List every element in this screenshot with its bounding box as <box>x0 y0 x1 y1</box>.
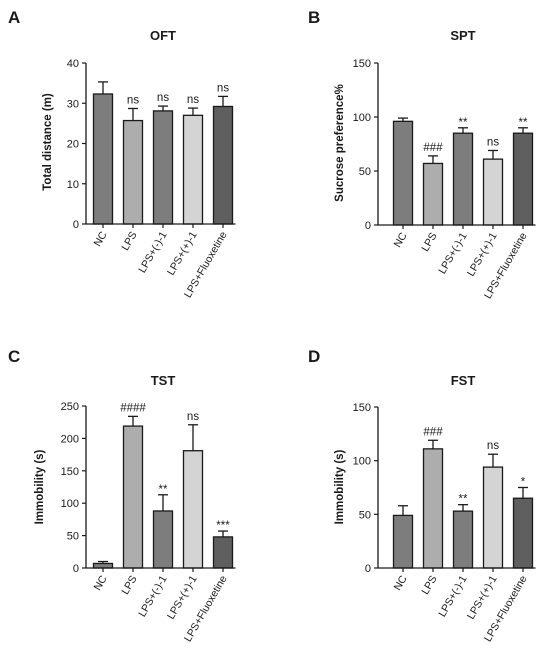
bar <box>92 562 114 569</box>
x-tick-label: LPS <box>119 230 139 253</box>
significance-label: ### <box>423 142 443 154</box>
chart-title: TST <box>151 373 176 388</box>
x-tick-label: LPS <box>419 231 439 254</box>
y-tick-label: 20 <box>67 139 79 151</box>
y-tick-label: 150 <box>353 58 371 70</box>
x-tick-label: LPS+(+)-1 <box>465 230 500 278</box>
y-tick-label: 150 <box>353 402 371 414</box>
chart-title: SPT <box>450 28 475 43</box>
significance-label: #### <box>120 402 146 414</box>
significance-label: ** <box>159 484 168 496</box>
chart-title: FST <box>451 373 476 388</box>
bar <box>482 158 504 226</box>
x-tick-label: NC <box>92 229 110 248</box>
significance-label: ns <box>157 92 169 104</box>
x-tick-label: LPS <box>419 574 439 597</box>
panel-letter: A <box>8 8 20 27</box>
panel-letter: C <box>8 347 20 366</box>
significance-label: * <box>521 477 526 489</box>
significance-label: ### <box>423 426 443 438</box>
bar <box>122 425 144 569</box>
bar <box>392 514 414 569</box>
y-tick-label: 0 <box>365 220 371 232</box>
significance-label: ** <box>459 494 468 506</box>
x-tick-label: LPS+(-)-1 <box>136 573 169 619</box>
panel-letter: D <box>308 347 320 366</box>
significance-label: ns <box>127 94 139 106</box>
panel-tst: C TST Immobility (s) NC #### LPS ** LPS+(-)-… <box>8 347 236 644</box>
x-tick-label: NC <box>392 230 410 249</box>
chart-title: OFT <box>150 28 176 43</box>
significance-label: ns <box>187 411 199 423</box>
bar <box>92 93 114 225</box>
bar <box>152 510 174 569</box>
significance-label: ns <box>487 440 499 452</box>
bar <box>392 120 414 226</box>
y-tick-label: 250 <box>61 401 79 413</box>
x-tick-label: LPS+(-)-1 <box>136 229 169 275</box>
significance-label: *** <box>216 520 230 532</box>
x-tick-label: NC <box>92 573 110 592</box>
y-tick-label: 50 <box>67 531 79 543</box>
y-tick-label: 150 <box>61 466 79 478</box>
x-tick-label: LPS <box>119 574 139 597</box>
y-tick-label: 10 <box>67 179 79 191</box>
y-tick-label: 30 <box>67 98 79 110</box>
y-tick-label: 100 <box>353 112 371 124</box>
significance-label: ** <box>519 117 528 129</box>
significance-label: ns <box>217 82 229 94</box>
significance-label: ** <box>459 117 468 129</box>
y-tick-label: 100 <box>353 456 371 468</box>
y-tick-label: 50 <box>359 509 371 521</box>
significance-label: ns <box>487 136 499 148</box>
y-tick-label: 50 <box>359 166 371 178</box>
bar <box>182 450 204 569</box>
significance-label: ns <box>187 94 199 106</box>
x-tick-label: LPS+(+)-1 <box>465 573 500 621</box>
bar <box>212 105 234 225</box>
bar <box>452 510 474 569</box>
x-tick-label: LPS+(+)-1 <box>165 573 200 621</box>
y-axis-label: Immobility (s) <box>34 449 46 524</box>
bar <box>512 132 534 226</box>
y-tick-label: 100 <box>61 498 79 510</box>
y-axis-label: Immobility (s) <box>334 449 346 524</box>
bar <box>212 536 234 569</box>
y-tick-label: 0 <box>365 563 371 575</box>
bar <box>422 448 444 569</box>
bar <box>182 114 204 225</box>
panel-spt: B SPT Sucrose preference% NC ### LPS ** LPS+… <box>308 8 536 301</box>
bar <box>152 110 174 225</box>
y-tick-label: 200 <box>61 433 79 445</box>
panel-fst: D FST Immobility (s) NC ### LPS ** LPS+(-)-1… <box>308 347 536 644</box>
y-axis-label: Total distance (m) <box>42 93 54 191</box>
panel-letter: B <box>308 8 320 27</box>
y-axis-label: Sucrose preference% <box>334 84 346 202</box>
x-tick-label: LPS+(-)-1 <box>436 573 469 619</box>
bar <box>422 162 444 226</box>
y-tick-label: 40 <box>67 58 79 70</box>
bar <box>452 132 474 226</box>
bar <box>122 119 144 225</box>
bar <box>482 466 504 569</box>
x-tick-label: LPS+(-)-1 <box>436 230 469 276</box>
panel-oft: A OFT Total distance (m) NC ns LPS ns LPS+(-… <box>8 8 236 300</box>
x-tick-label: LPS+(+)-1 <box>165 229 200 277</box>
x-tick-label: NC <box>392 573 410 592</box>
y-tick-label: 0 <box>73 563 79 575</box>
bar <box>512 497 534 569</box>
y-tick-label: 0 <box>73 219 79 231</box>
